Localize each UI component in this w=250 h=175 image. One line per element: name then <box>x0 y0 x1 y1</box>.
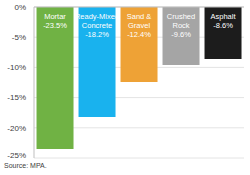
svg-text:Asphalt-8.6%: Asphalt-8.6% <box>211 12 237 30</box>
svg-text:Mortar-23.5%: Mortar-23.5% <box>43 12 67 30</box>
svg-text:-10%: -10% <box>8 63 26 72</box>
svg-text:0%: 0% <box>14 3 26 12</box>
svg-text:-20%: -20% <box>8 124 26 133</box>
svg-text:CrushedRock-9.6%: CrushedRock-9.6% <box>167 12 195 39</box>
svg-text:-25%: -25% <box>8 151 26 160</box>
svg-text:Ready-MixedConcrete-18.2%: Ready-MixedConcrete-18.2% <box>75 12 119 39</box>
html-text:Source: MPA.: Source: MPA. <box>4 162 47 169</box>
svg-text:-5%: -5% <box>12 33 26 42</box>
svg-text:-15%: -15% <box>8 93 26 102</box>
svg-text:Sand &Gravel-12.4%: Sand &Gravel-12.4% <box>127 12 152 39</box>
